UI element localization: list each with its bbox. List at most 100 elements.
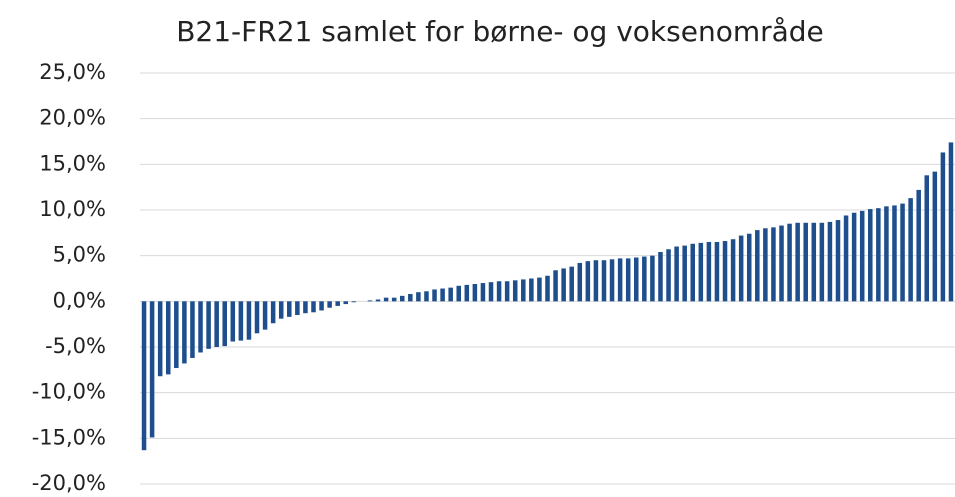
bar (222, 301, 227, 347)
bar (908, 198, 913, 302)
bar (270, 301, 276, 324)
bar (561, 268, 566, 302)
bar (601, 260, 607, 302)
bar (295, 301, 300, 316)
bar (714, 241, 720, 302)
bar (916, 189, 921, 302)
bar (569, 266, 574, 302)
bar (262, 301, 268, 330)
bar (416, 292, 421, 302)
bar (634, 257, 639, 302)
y-tick-label: -15,0% (32, 425, 106, 449)
bar (464, 284, 470, 302)
bar (787, 223, 792, 302)
bar (722, 241, 728, 302)
bar (771, 227, 776, 302)
bar (746, 233, 752, 302)
bar (375, 299, 381, 302)
bar (174, 301, 179, 369)
bar (327, 301, 332, 308)
bar (948, 142, 954, 302)
bar (803, 222, 808, 302)
bar (868, 209, 873, 302)
bar (319, 301, 324, 311)
bar (351, 301, 357, 303)
bar (779, 225, 784, 302)
bar (287, 301, 292, 317)
bar (698, 242, 704, 302)
bar (448, 287, 453, 302)
bar (165, 301, 171, 375)
bar (182, 301, 187, 364)
bar (843, 215, 849, 302)
y-tick-label: 15,0% (39, 151, 106, 175)
bar (480, 283, 486, 302)
bar (682, 245, 687, 302)
bar (625, 258, 631, 302)
bar (198, 301, 203, 353)
bar (456, 285, 461, 302)
bar (706, 241, 712, 302)
bar (690, 243, 696, 302)
bar (367, 300, 373, 302)
bar (859, 210, 865, 302)
bar (504, 281, 510, 302)
bar (593, 260, 599, 302)
bar (609, 259, 615, 302)
bar (827, 221, 833, 302)
bar (835, 220, 841, 302)
bar (238, 301, 244, 341)
bar (496, 281, 502, 302)
bar (303, 301, 308, 314)
bar (892, 205, 897, 302)
bar (650, 255, 655, 302)
bar (391, 297, 397, 302)
bar (738, 235, 744, 302)
bar (940, 152, 946, 302)
bar (642, 256, 647, 302)
bar (440, 288, 445, 302)
bar (900, 203, 905, 302)
bar (149, 301, 155, 438)
y-tick-label: 5,0% (53, 243, 106, 267)
bar (343, 301, 349, 305)
bar (537, 277, 542, 302)
bar (755, 230, 760, 302)
bar (876, 208, 881, 302)
y-tick-label: -10,0% (32, 380, 106, 404)
y-tick-label: 0,0% (53, 288, 106, 312)
bar (795, 222, 800, 302)
bar (512, 280, 518, 302)
bar (763, 228, 768, 302)
bar (819, 222, 825, 302)
bar (254, 301, 260, 334)
bar (521, 279, 526, 302)
y-tick-label: -5,0% (45, 334, 106, 358)
bar (206, 301, 211, 349)
y-tick-label: 10,0% (39, 197, 106, 221)
bar (851, 212, 857, 302)
bar (383, 297, 389, 302)
bar (674, 246, 679, 302)
bar (811, 222, 817, 302)
bar (924, 175, 930, 302)
bar (246, 301, 252, 340)
bar (157, 301, 163, 377)
bar (658, 252, 663, 302)
bar (529, 278, 534, 302)
bar (617, 258, 623, 302)
bar (730, 239, 736, 302)
bar (932, 171, 938, 302)
chart-title: B21-FR21 samlet for børne- og voksenområ… (176, 15, 824, 48)
bar (190, 301, 195, 358)
bar (585, 261, 591, 302)
bar (399, 295, 405, 302)
bar (553, 270, 558, 302)
bar (335, 301, 340, 306)
bar (278, 301, 284, 319)
bar (884, 206, 889, 302)
bar (424, 291, 429, 302)
y-tick-label: -20,0% (32, 471, 106, 493)
